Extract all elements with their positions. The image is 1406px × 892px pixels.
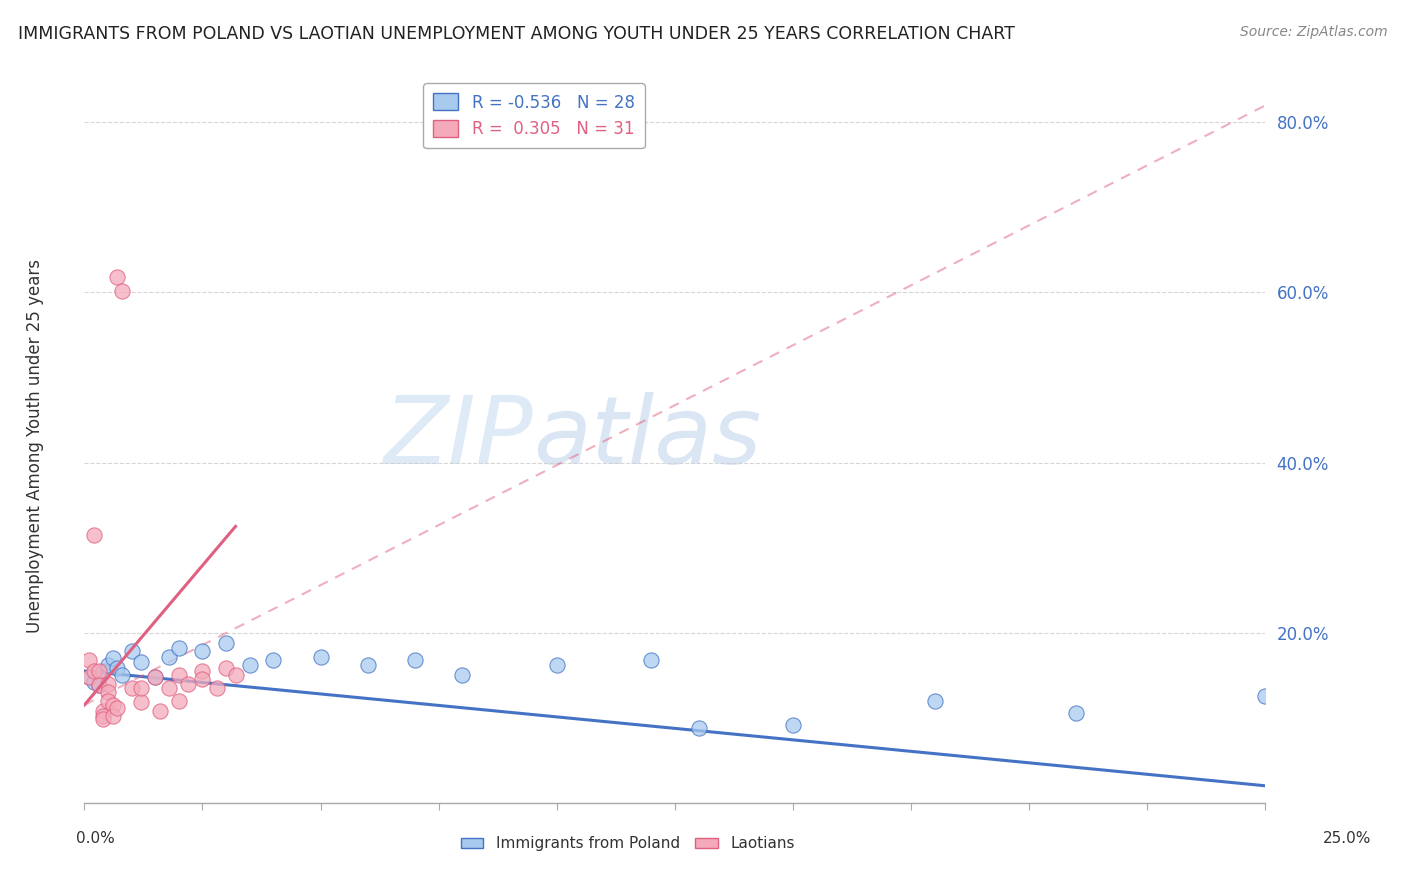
Point (225, 668, 247, 682)
Point (91, 709, 114, 723)
Point (1254, 690, 1277, 704)
Point (640, 653, 662, 667)
Point (83, 675, 105, 690)
Point (239, 658, 262, 673)
Point (87, 678, 110, 692)
Point (191, 644, 214, 658)
Point (149, 704, 172, 718)
Point (924, 694, 946, 708)
Point (782, 717, 804, 731)
Text: atlas: atlas (533, 392, 762, 483)
Point (215, 636, 238, 650)
Point (91, 713, 114, 727)
Point (262, 653, 284, 667)
Point (157, 649, 180, 664)
Point (167, 668, 190, 682)
Point (215, 661, 238, 675)
Point (87, 678, 110, 692)
Point (91, 664, 114, 678)
Point (121, 681, 143, 695)
Point (107, 700, 129, 714)
Point (87, 664, 110, 678)
Point (83, 528, 105, 542)
Point (101, 709, 124, 723)
Point (97, 677, 120, 691)
Point (191, 664, 214, 678)
Point (121, 644, 143, 658)
Text: ZIP: ZIP (384, 392, 533, 483)
Point (77, 670, 100, 684)
Point (83, 664, 105, 678)
Text: Unemployment Among Youth under 25 years: Unemployment Among Youth under 25 years (27, 259, 44, 633)
Text: IMMIGRANTS FROM POLAND VS LAOTIAN UNEMPLOYMENT AMONG YOUTH UNDER 25 YEARS CORREL: IMMIGRANTS FROM POLAND VS LAOTIAN UNEMPL… (18, 25, 1015, 43)
Point (97, 658, 120, 673)
Point (91, 704, 114, 718)
Point (107, 661, 129, 675)
Point (177, 677, 200, 691)
Point (129, 656, 152, 670)
Point (546, 658, 568, 673)
Text: Source: ZipAtlas.com: Source: ZipAtlas.com (1240, 25, 1388, 39)
Point (143, 670, 166, 684)
Point (97, 694, 120, 708)
Point (111, 668, 134, 682)
Point (451, 668, 474, 682)
Point (357, 658, 380, 673)
Point (111, 284, 134, 298)
Point (404, 653, 426, 667)
Point (167, 694, 190, 708)
Legend: Immigrants from Poland, Laotians: Immigrants from Poland, Laotians (454, 830, 801, 857)
Point (97, 685, 120, 699)
Point (101, 698, 124, 712)
Point (205, 681, 228, 695)
Point (77, 653, 100, 667)
Point (107, 270, 129, 285)
Text: 0.0%: 0.0% (76, 831, 115, 846)
Point (157, 681, 180, 695)
Point (143, 670, 166, 684)
Point (77, 670, 100, 684)
Text: 25.0%: 25.0% (1323, 831, 1371, 846)
Point (309, 649, 332, 664)
Point (167, 640, 190, 655)
Point (688, 721, 710, 735)
Point (1066, 706, 1088, 721)
Point (191, 673, 214, 687)
Point (129, 695, 152, 709)
Point (101, 651, 124, 665)
Point (129, 681, 152, 695)
